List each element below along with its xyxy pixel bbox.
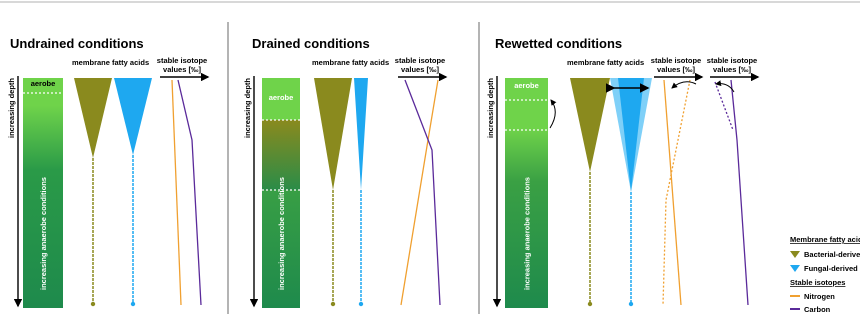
legend-swatch [790,251,800,258]
isotope-label: values [‰] [401,65,439,74]
nitrogen-profile [664,80,681,305]
panel-title: Rewetted conditions [495,36,622,51]
isotope-label: values [‰] [657,65,695,74]
isotope-label: stable isotope [157,56,207,65]
fungal-triangle [354,78,368,190]
stem-end [629,302,633,306]
stem-end [359,302,363,306]
stem-end [91,302,95,306]
anaerobe-label: increasing anaerobe conditions [277,177,286,290]
isotope-label: stable isotope [395,56,445,65]
bacterial-triangle [314,78,352,190]
depth-label: increasing depth [243,78,252,138]
depth-label: increasing depth [7,78,16,138]
anaerobe-label: increasing anaerobe conditions [523,177,532,290]
figure: Undrained conditions increasing depth aero… [0,0,860,314]
carbon-profile [731,80,748,305]
panel-title: Undrained conditions [10,36,144,51]
fatty-acids-label: membrane fatty acids [312,58,389,67]
legend-label: Bacterial-derived [804,250,860,259]
shift-arrow [672,82,696,88]
fatty-acids-label: membrane fatty acids [567,58,644,67]
legend-label: Nitrogen [804,292,835,301]
stem-end [331,302,335,306]
stem-end [588,302,592,306]
legend-heading: Stable isotopes [790,278,845,287]
isotope-label: stable isotope [707,56,757,65]
legend-heading: Membrane fatty acids [790,235,860,244]
fatty-acids-label: membrane fatty acids [72,58,149,67]
nitrogen-profile [401,80,438,305]
legend-label: Carbon [804,305,831,314]
panel-title: Drained conditions [252,36,370,51]
carbon-profile [178,80,201,305]
isotope-label: values [‰] [163,65,201,74]
fungal-triangle [114,78,152,155]
anaerobe-label: increasing anaerobe conditions [39,177,48,290]
aerobe-label: aerobe [514,81,539,90]
depth-label: increasing depth [486,78,495,138]
rise-arrow [550,100,555,128]
legend-label: Fungal-derived [804,264,858,273]
carbon-profile [405,80,440,305]
legend-swatch [790,265,800,272]
nitrogen-profile [172,80,181,305]
isotope-label: stable isotope [651,56,701,65]
bacterial-triangle [74,78,112,158]
aerobe-label: aerobe [31,79,56,88]
aerobe-label: aerobe [269,93,294,102]
isotope-label: values [‰] [713,65,751,74]
bacterial-triangle [570,78,610,172]
carbon-profile-rewetted [715,82,733,130]
stem-end [131,302,135,306]
